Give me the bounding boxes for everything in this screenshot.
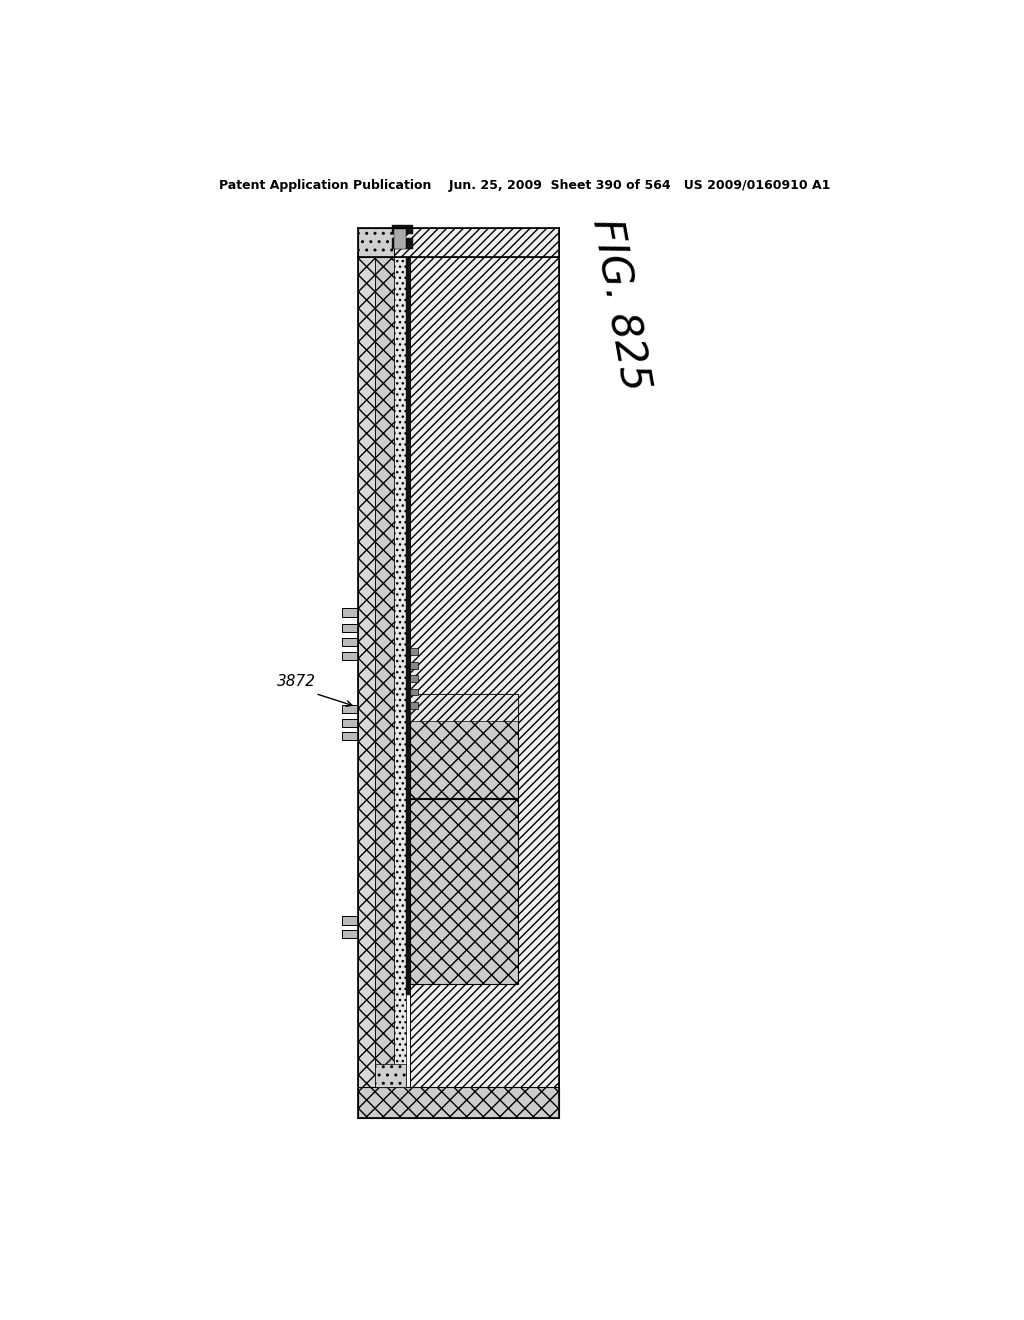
Bar — [410, 799, 518, 983]
Bar — [410, 648, 418, 655]
Bar — [410, 693, 518, 721]
Bar — [410, 689, 418, 696]
Bar — [410, 702, 418, 709]
Bar — [342, 609, 358, 616]
Bar — [342, 652, 358, 660]
Bar — [342, 929, 358, 939]
Bar — [342, 731, 358, 741]
Bar — [407, 257, 410, 995]
Text: FIG. 825: FIG. 825 — [584, 215, 655, 395]
Bar — [358, 227, 394, 257]
Bar — [410, 661, 418, 668]
Bar — [392, 239, 413, 249]
Bar — [394, 257, 407, 1118]
Bar — [342, 638, 358, 647]
Text: 3872: 3872 — [276, 675, 315, 689]
Bar — [342, 705, 358, 713]
Bar — [394, 230, 407, 249]
Bar — [392, 224, 413, 234]
Bar — [358, 257, 376, 1118]
Bar — [410, 257, 559, 1118]
Bar — [410, 693, 518, 797]
Bar — [358, 1088, 559, 1118]
Text: Patent Application Publication    Jun. 25, 2009  Sheet 390 of 564   US 2009/0160: Patent Application Publication Jun. 25, … — [219, 178, 830, 191]
Bar — [342, 916, 358, 925]
Bar — [376, 1064, 407, 1088]
Bar — [342, 718, 358, 727]
Bar — [342, 624, 358, 632]
Bar — [376, 257, 394, 1118]
Bar — [394, 227, 559, 257]
Bar — [410, 676, 418, 682]
